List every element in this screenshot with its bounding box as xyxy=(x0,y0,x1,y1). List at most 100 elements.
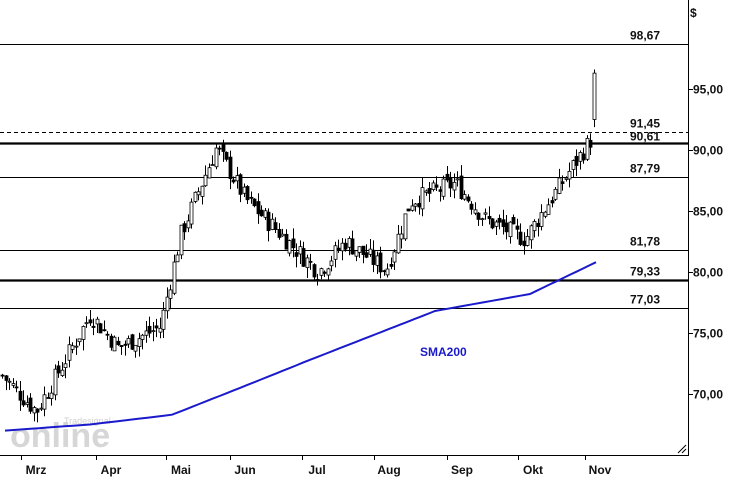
candle-body xyxy=(126,338,131,345)
candle-body xyxy=(371,249,376,265)
sma200-line xyxy=(4,261,597,432)
x-tick-label-5: Aug xyxy=(377,463,400,477)
candle-body xyxy=(581,153,586,161)
candle-body xyxy=(154,325,159,329)
candle-body xyxy=(14,386,19,389)
x-tick-label-8: Nov xyxy=(589,463,612,477)
candle-body xyxy=(301,248,306,267)
candle-body xyxy=(427,188,432,194)
candle-body xyxy=(259,209,264,217)
candle-body xyxy=(413,203,418,207)
candle-body xyxy=(340,242,345,252)
candle-body xyxy=(532,221,537,232)
candle-body xyxy=(53,368,58,396)
x-tick-label-4: Jul xyxy=(308,463,325,477)
candle-body xyxy=(410,205,415,211)
candle-body xyxy=(165,296,170,312)
candle-body xyxy=(189,201,194,225)
candle-body xyxy=(550,200,555,204)
candle-body xyxy=(515,225,520,230)
candle-body xyxy=(574,155,579,166)
candle-body xyxy=(539,212,544,227)
candle-body xyxy=(294,252,299,257)
candle-body xyxy=(504,222,509,233)
candle-body xyxy=(291,238,296,249)
candle-body xyxy=(424,190,429,193)
level-label-2: 90,61 xyxy=(630,130,660,144)
candle-body xyxy=(88,319,93,324)
candle-body xyxy=(273,222,278,231)
watermark-brand-text: Tradesignal xyxy=(64,416,111,426)
candle-body xyxy=(42,394,47,410)
y-tick-label-2: 80,00 xyxy=(693,266,723,280)
candle-body xyxy=(567,170,572,180)
candle-body xyxy=(522,240,527,247)
candle-body xyxy=(543,211,548,217)
candle-body xyxy=(336,247,341,251)
candle-body xyxy=(49,392,54,399)
candle-body xyxy=(249,196,254,199)
candle-body xyxy=(284,233,289,250)
candle-body xyxy=(305,257,310,269)
candle-body xyxy=(98,323,103,334)
candle-body xyxy=(133,344,138,352)
candle-body xyxy=(375,255,380,266)
level-label-5: 79,33 xyxy=(630,265,660,279)
candle-body xyxy=(217,147,222,150)
candle-body xyxy=(403,213,408,240)
candle-body xyxy=(473,209,478,214)
candle-body xyxy=(287,240,292,254)
candle-body xyxy=(476,212,481,220)
candle-body xyxy=(441,178,446,197)
candle-body xyxy=(378,252,383,273)
sma-layer: SMA200 xyxy=(4,261,597,432)
candle-body xyxy=(417,202,422,208)
candle-body xyxy=(172,261,177,294)
candle-body xyxy=(137,338,142,347)
candle-body xyxy=(193,191,198,202)
candle-body xyxy=(95,318,100,325)
candle-body xyxy=(7,380,12,383)
candle-body xyxy=(553,188,558,200)
candle-body xyxy=(315,278,320,281)
candle-body xyxy=(112,336,117,352)
x-tick-label-7: Okt xyxy=(523,463,543,477)
candle-body xyxy=(312,264,317,278)
level-label-1: 91,45 xyxy=(630,117,660,131)
candle-body xyxy=(186,220,191,229)
candles xyxy=(0,69,597,423)
candle-body xyxy=(333,245,338,260)
candle-body xyxy=(592,72,597,120)
candle-body xyxy=(200,185,205,197)
candle-body xyxy=(588,139,593,148)
candle-body xyxy=(564,177,569,180)
candle-body xyxy=(326,268,331,276)
y-tick-label-4: 90,00 xyxy=(693,144,723,158)
candle-body xyxy=(158,327,163,333)
candle-body xyxy=(280,233,285,237)
candle-body xyxy=(560,181,565,184)
candle-body xyxy=(130,334,135,350)
candle-body xyxy=(466,196,471,202)
candle-body xyxy=(536,222,541,228)
y-tick-label-3: 85,00 xyxy=(693,205,723,219)
candle-body xyxy=(102,329,107,332)
candle-body xyxy=(74,345,79,348)
candle-body xyxy=(119,345,124,347)
candle-body xyxy=(308,261,313,263)
candle-body xyxy=(252,198,257,207)
candle-body xyxy=(382,270,387,273)
candle-body xyxy=(63,363,68,368)
candle-body xyxy=(392,251,397,263)
level-label-4: 81,78 xyxy=(630,235,660,249)
candle-body xyxy=(67,344,72,361)
candle-body xyxy=(144,330,149,336)
candle-body xyxy=(11,383,16,386)
candle-body xyxy=(245,186,250,201)
candle-body xyxy=(228,156,233,179)
candle-body xyxy=(175,254,180,263)
level-label-0: 98,67 xyxy=(630,29,660,43)
candle-body xyxy=(319,268,324,276)
